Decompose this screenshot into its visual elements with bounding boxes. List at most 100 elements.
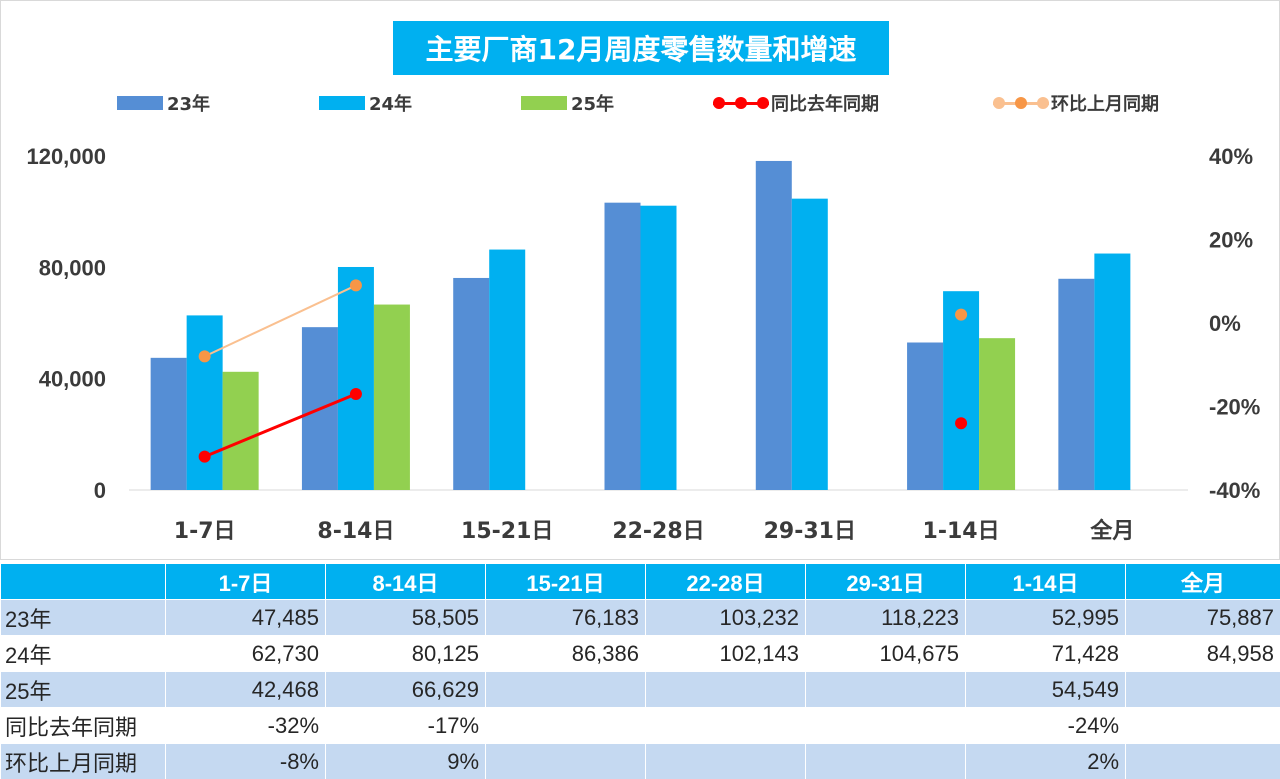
bar-23年-全月 bbox=[1058, 278, 1095, 490]
legend-line-yoy bbox=[713, 96, 769, 110]
y-right-tick-label: 40% bbox=[1209, 144, 1253, 169]
y-left-tick-label: 120,000 bbox=[26, 144, 106, 169]
table-cell bbox=[645, 743, 806, 779]
table-cell: 71,428 bbox=[965, 635, 1126, 672]
bar-24年-1-14日 bbox=[943, 291, 980, 490]
chart-title: 主要厂商12月周度零售数量和增速 bbox=[393, 21, 889, 75]
bar-24年-8-14日 bbox=[337, 266, 374, 490]
x-tick-label: 全月 bbox=[1089, 518, 1134, 544]
legend-item-24: 24年 bbox=[319, 89, 412, 117]
y-right-tick-label: 20% bbox=[1209, 228, 1253, 253]
bar-25年-1-14日 bbox=[979, 338, 1016, 490]
x-tick-label: 1-14日 bbox=[923, 519, 1000, 544]
table-cell: 54,549 bbox=[965, 671, 1126, 708]
legend-label-yoy: 同比去年同期 bbox=[771, 94, 879, 115]
point-同比去年同期-1-14日 bbox=[955, 417, 968, 430]
bar-23年-1-14日 bbox=[907, 342, 944, 490]
table-cell bbox=[805, 707, 966, 744]
table-cell: 103,232 bbox=[645, 599, 806, 636]
bar-24年-22-28日 bbox=[640, 205, 677, 491]
table-header-row: 1-7日 8-14日 15-21日 22-28日 29-31日 1-14日 全月 bbox=[0, 563, 1280, 600]
x-tick-label: 15-21日 bbox=[461, 519, 553, 544]
bar-23年-15-21日 bbox=[453, 277, 490, 490]
table-cell: -24% bbox=[965, 707, 1126, 744]
bar-25年-8-14日 bbox=[373, 304, 410, 490]
legend-swatch-24 bbox=[319, 96, 365, 110]
table-cell: -32% bbox=[165, 707, 326, 744]
legend-item-23: 23年 bbox=[117, 89, 210, 117]
row-label: 23年 bbox=[0, 599, 166, 636]
table-row: 23年 47,485 58,505 76,183 103,232 118,223… bbox=[0, 599, 1280, 636]
point-环比上月同期-1-14日 bbox=[955, 308, 968, 321]
chart-legend: 23年 24年 25年 同比去年同期 环比上 bbox=[1, 89, 1280, 117]
table-cell bbox=[805, 743, 966, 779]
bar-24年-1-7日 bbox=[186, 315, 223, 490]
bar-23年-29-31日 bbox=[755, 160, 792, 490]
table-cell: 47,485 bbox=[165, 599, 326, 636]
legend-label-mom: 环比上月同期 bbox=[1051, 94, 1159, 115]
table-cell: 75,887 bbox=[1125, 599, 1280, 636]
line-segment-环比上月同期 bbox=[204, 284, 357, 358]
table-header-cell: 29-31日 bbox=[805, 563, 966, 600]
row-label: 25年 bbox=[0, 671, 166, 708]
line-segment-同比去年同期 bbox=[204, 392, 357, 458]
point-同比去年同期-1-7日 bbox=[198, 450, 211, 463]
legend-label-23: 23年 bbox=[167, 94, 211, 115]
table-row: 25年 42,468 66,629 54,549 bbox=[0, 671, 1280, 708]
bar-24年-29-31日 bbox=[791, 198, 828, 490]
table-row: 同比去年同期 -32% -17% -24% bbox=[0, 707, 1280, 744]
table-cell: 86,386 bbox=[485, 635, 646, 672]
table-cell bbox=[1125, 743, 1280, 779]
table-cell: 80,125 bbox=[325, 635, 486, 672]
table-header-cell: 1-14日 bbox=[965, 563, 1126, 600]
y-left-tick-label: 0 bbox=[94, 478, 106, 503]
point-环比上月同期-8-14日 bbox=[349, 279, 362, 292]
bar-25年-1-7日 bbox=[222, 371, 259, 490]
row-label: 24年 bbox=[0, 635, 166, 672]
table-cell bbox=[1125, 707, 1280, 744]
table-cell bbox=[805, 671, 966, 708]
bar-23年-1-7日 bbox=[150, 357, 187, 490]
legend-swatch-23 bbox=[117, 96, 163, 110]
legend-line-mom bbox=[993, 96, 1049, 110]
legend-item-mom: 环比上月同期 bbox=[993, 89, 1159, 117]
table-header-cell: 全月 bbox=[1125, 563, 1280, 600]
point-同比去年同期-8-14日 bbox=[349, 387, 362, 400]
table-cell: 104,675 bbox=[805, 635, 966, 672]
table-cell: 84,958 bbox=[1125, 635, 1280, 672]
table-header-cell bbox=[0, 563, 166, 600]
legend-item-25: 25年 bbox=[521, 89, 614, 117]
y-left-tick-label: 80,000 bbox=[39, 255, 106, 280]
table-cell bbox=[485, 743, 646, 779]
table-cell bbox=[645, 671, 806, 708]
table-cell: 62,730 bbox=[165, 635, 326, 672]
point-环比上月同期-1-7日 bbox=[198, 350, 211, 363]
x-tick-label: 22-28日 bbox=[612, 519, 704, 544]
row-label: 同比去年同期 bbox=[0, 707, 166, 744]
table-cell: 76,183 bbox=[485, 599, 646, 636]
table-cell: -17% bbox=[325, 707, 486, 744]
table-cell bbox=[1125, 671, 1280, 708]
table-cell: 66,629 bbox=[325, 671, 486, 708]
table-cell: 58,505 bbox=[325, 599, 486, 636]
legend-label-25: 25年 bbox=[571, 94, 615, 115]
table-cell bbox=[485, 671, 646, 708]
table-header-cell: 15-21日 bbox=[485, 563, 646, 600]
table-cell bbox=[485, 707, 646, 744]
table-row: 环比上月同期 -8% 9% 2% bbox=[0, 743, 1280, 779]
x-tick-label: 8-14日 bbox=[317, 519, 394, 544]
table-cell: 52,995 bbox=[965, 599, 1126, 636]
y-right-tick-label: -20% bbox=[1209, 395, 1260, 420]
legend-swatch-25 bbox=[521, 96, 567, 110]
y-left-tick-label: 40,000 bbox=[39, 367, 106, 392]
y-right-tick-label: 0% bbox=[1209, 311, 1241, 336]
table-cell: -8% bbox=[165, 743, 326, 779]
table-header-cell: 1-7日 bbox=[165, 563, 326, 600]
table-cell: 118,223 bbox=[805, 599, 966, 636]
bar-24年-15-21日 bbox=[489, 249, 526, 490]
bar-23年-22-28日 bbox=[604, 202, 641, 490]
chart-svg: 0 40,000 80,000 120,000 -40% -20% 0% 20% 40% 1-7日… bbox=[26, 144, 1260, 544]
table-cell: 9% bbox=[325, 743, 486, 779]
y-right-tick-label: -40% bbox=[1209, 478, 1260, 503]
table-cell bbox=[645, 707, 806, 744]
